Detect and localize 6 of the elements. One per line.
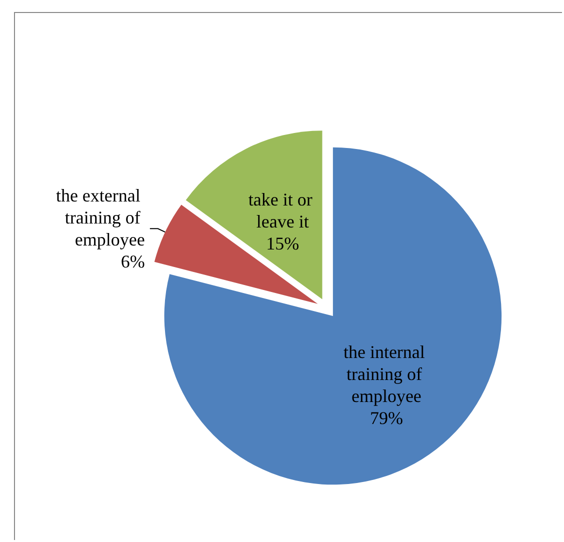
- slice-label: the internal training of employee: [343, 342, 430, 406]
- data-label: 15%: [266, 233, 300, 254]
- slice-label: take it or leave it: [248, 189, 317, 232]
- data-label: 6%: [120, 252, 145, 272]
- slice-label: the external training of employee: [56, 186, 145, 250]
- data-label: 79%: [370, 408, 403, 428]
